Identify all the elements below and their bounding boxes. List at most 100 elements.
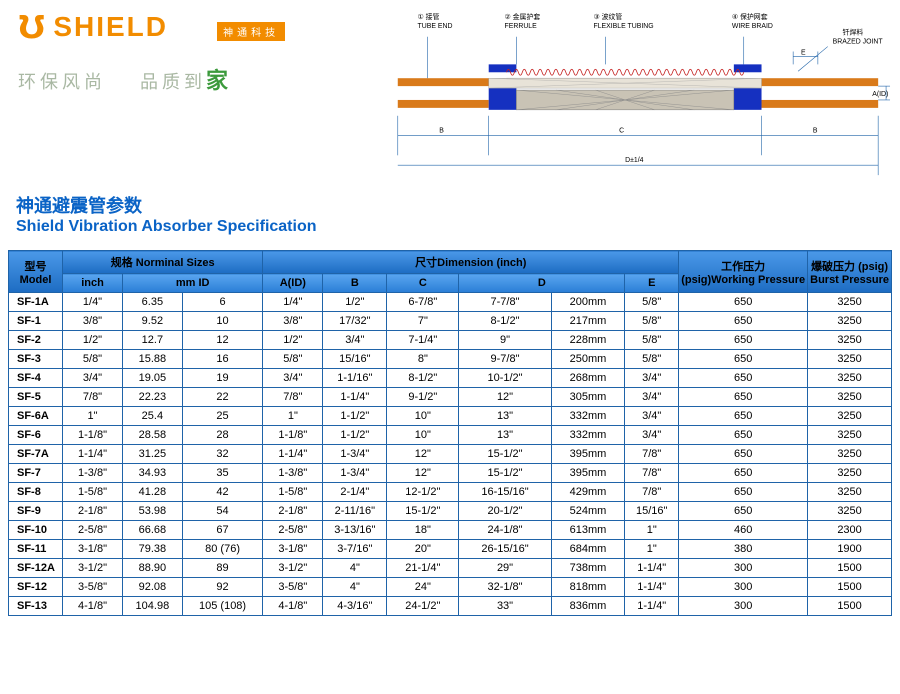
table-cell: 54 xyxy=(182,502,263,521)
product-diagram: ① 接管 TUBE END ② 金属护套 FERRULE ③ 波纹管 FLEXI… xyxy=(378,6,892,186)
svg-text:④ 保护网套: ④ 保护网套 xyxy=(732,12,768,21)
table-cell: 4-1/8" xyxy=(263,597,323,616)
table-cell: SF-7A xyxy=(9,445,63,464)
table-cell: 3-1/8" xyxy=(263,540,323,559)
title-block: 神通避震管参数 Shield Vibration Absorber Specif… xyxy=(0,192,900,242)
table-cell: 3250 xyxy=(808,388,892,407)
table-row: SF-102-5/8"66.68672-5/8"3-13/16"18"24-1/… xyxy=(9,521,892,540)
table-cell: 3/8" xyxy=(63,312,123,331)
table-cell: 1-3/8" xyxy=(63,464,123,483)
table-cell: 2-1/8" xyxy=(63,502,123,521)
table-cell: 80 (76) xyxy=(182,540,263,559)
table-cell: 1-1/4" xyxy=(323,388,387,407)
table-cell: 4-3/16" xyxy=(323,597,387,616)
table-cell: 10 xyxy=(182,312,263,331)
table-cell: 684mm xyxy=(551,540,625,559)
table-cell: 3250 xyxy=(808,445,892,464)
table-cell: SF-1 xyxy=(9,312,63,331)
table-header: 型号 Model 规格 Norminal Sizes 尺寸Dimension (… xyxy=(9,251,892,293)
table-row: SF-7A1-1/4"31.25321-1/4"1-3/4"12"15-1/2"… xyxy=(9,445,892,464)
table-cell: 7/8" xyxy=(263,388,323,407)
table-cell: 2-5/8" xyxy=(263,521,323,540)
table-cell: 18" xyxy=(387,521,459,540)
table-cell: 3-5/8" xyxy=(263,578,323,597)
table-cell: 305mm xyxy=(551,388,625,407)
svg-text:③ 波纹管: ③ 波纹管 xyxy=(593,12,622,21)
table-cell: 1-1/8" xyxy=(263,426,323,445)
table-cell: 818mm xyxy=(551,578,625,597)
table-cell: 1-3/4" xyxy=(323,464,387,483)
table-cell: 3-1/2" xyxy=(263,559,323,578)
table-cell: 6 xyxy=(182,293,263,312)
table-cell: 1-1/4" xyxy=(625,578,679,597)
table-cell: 3250 xyxy=(808,293,892,312)
diagram-svg: ① 接管 TUBE END ② 金属护套 FERRULE ③ 波纹管 FLEXI… xyxy=(378,6,892,186)
table-cell: 1500 xyxy=(808,597,892,616)
table-cell: SF-5 xyxy=(9,388,63,407)
table-cell: 25 xyxy=(182,407,263,426)
table-cell: 380 xyxy=(679,540,808,559)
table-cell: 738mm xyxy=(551,559,625,578)
table-cell: 9-7/8" xyxy=(459,350,551,369)
table-cell: 1-5/8" xyxy=(263,483,323,502)
table-cell: 7/8" xyxy=(625,445,679,464)
table-cell: 3-1/8" xyxy=(63,540,123,559)
table-cell: 13" xyxy=(459,426,551,445)
table-cell: 3/8" xyxy=(263,312,323,331)
table-cell: 300 xyxy=(679,597,808,616)
table-cell: 650 xyxy=(679,445,808,464)
table-cell: 1" xyxy=(63,407,123,426)
table-cell: 5/8" xyxy=(625,331,679,350)
table-cell: 3/4" xyxy=(263,369,323,388)
table-cell: SF-7 xyxy=(9,464,63,483)
table-cell: 66.68 xyxy=(123,521,183,540)
table-cell: 29" xyxy=(459,559,551,578)
table-cell: 3250 xyxy=(808,312,892,331)
table-cell: 1/2" xyxy=(323,293,387,312)
table-cell: 22 xyxy=(182,388,263,407)
table-cell: 1" xyxy=(625,540,679,559)
table-cell: 9-1/2" xyxy=(387,388,459,407)
table-cell: 3/4" xyxy=(625,369,679,388)
table-cell: 12.7 xyxy=(123,331,183,350)
table-cell: 7/8" xyxy=(625,483,679,502)
table-cell: 1-1/4" xyxy=(625,597,679,616)
table-cell: 5/8" xyxy=(625,350,679,369)
table-cell: 8-1/2" xyxy=(387,369,459,388)
table-cell: 3250 xyxy=(808,350,892,369)
table-cell: 228mm xyxy=(551,331,625,350)
table-cell: SF-2 xyxy=(9,331,63,350)
table-cell: 28.58 xyxy=(123,426,183,445)
table-cell: 3250 xyxy=(808,464,892,483)
table-cell: 332mm xyxy=(551,426,625,445)
table-cell: 25.4 xyxy=(123,407,183,426)
table-cell: 3-13/16" xyxy=(323,521,387,540)
table-cell: 20-1/2" xyxy=(459,502,551,521)
table-cell: 1-1/2" xyxy=(323,407,387,426)
table-cell: 650 xyxy=(679,426,808,445)
table-cell: 613mm xyxy=(551,521,625,540)
table-cell: 300 xyxy=(679,578,808,597)
table-cell: 15-1/2" xyxy=(459,464,551,483)
table-cell: 217mm xyxy=(551,312,625,331)
table-cell: 9" xyxy=(459,331,551,350)
table-cell: 6.35 xyxy=(123,293,183,312)
table-cell: 92 xyxy=(182,578,263,597)
table-cell: 650 xyxy=(679,464,808,483)
table-cell: 12" xyxy=(387,445,459,464)
table-cell: 395mm xyxy=(551,464,625,483)
dim-label-B-left: B xyxy=(439,128,444,135)
table-cell: 88.90 xyxy=(123,559,183,578)
table-cell: 4-1/8" xyxy=(63,597,123,616)
table-cell: 3-1/2" xyxy=(63,559,123,578)
table-row: SF-57/8"22.23227/8"1-1/4"9-1/2"12"305mm3… xyxy=(9,388,892,407)
table-cell: 1500 xyxy=(808,578,892,597)
table-cell: 12 xyxy=(182,331,263,350)
table-cell: 26-15/16" xyxy=(459,540,551,559)
table-cell: 1" xyxy=(625,521,679,540)
table-cell: SF-6 xyxy=(9,426,63,445)
header: ʊ SHIELD 神通科技 环保风尚 品质到家 xyxy=(0,0,900,188)
table-cell: 1-1/4" xyxy=(263,445,323,464)
svg-text:FLEXIBLE TUBING: FLEXIBLE TUBING xyxy=(593,23,653,30)
table-cell: 3/4" xyxy=(323,331,387,350)
